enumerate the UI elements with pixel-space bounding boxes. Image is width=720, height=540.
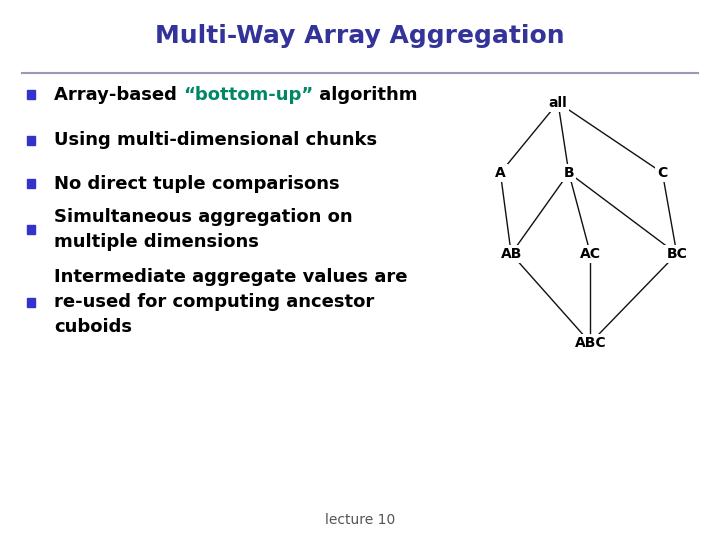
Bar: [27, 298, 35, 307]
Text: B: B: [564, 166, 574, 180]
Bar: [27, 90, 35, 99]
Text: AC: AC: [580, 247, 601, 261]
Text: all: all: [549, 96, 567, 110]
Bar: [27, 225, 35, 234]
Text: Intermediate aggregate values are
re-used for computing ancestor
cuboids: Intermediate aggregate values are re-use…: [54, 268, 408, 336]
Text: Simultaneous aggregation on
multiple dimensions: Simultaneous aggregation on multiple dim…: [54, 208, 353, 251]
Text: C: C: [657, 166, 667, 180]
Text: BC: BC: [667, 247, 687, 261]
Text: algorithm: algorithm: [313, 85, 418, 104]
Text: Using multi-dimensional chunks: Using multi-dimensional chunks: [54, 131, 377, 150]
Text: Multi-Way Array Aggregation: Multi-Way Array Aggregation: [156, 24, 564, 48]
Text: lecture 10: lecture 10: [325, 512, 395, 526]
Bar: [27, 136, 35, 145]
Text: Array-based: Array-based: [54, 85, 183, 104]
Text: No direct tuple comparisons: No direct tuple comparisons: [54, 174, 340, 193]
Bar: [27, 179, 35, 188]
Text: “bottom-up”: “bottom-up”: [183, 85, 313, 104]
Text: AB: AB: [500, 247, 522, 261]
Text: ABC: ABC: [575, 336, 606, 350]
Text: A: A: [495, 166, 505, 180]
